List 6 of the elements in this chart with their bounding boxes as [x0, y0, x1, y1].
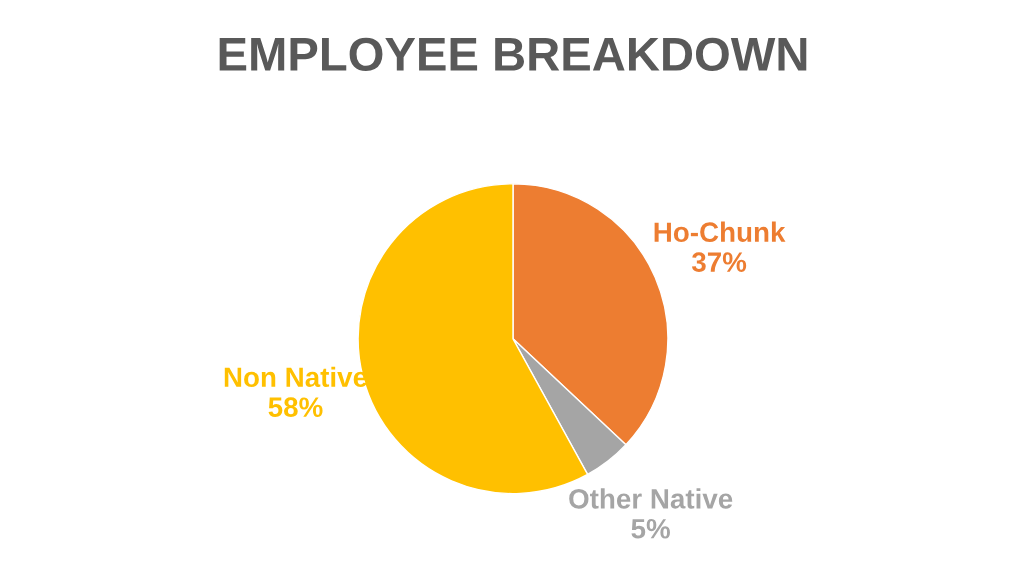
- chart-title: EMPLOYEE BREAKDOWN: [219, 37, 807, 72]
- data-label: 5%: [631, 518, 670, 539]
- data-label: 37%: [691, 252, 747, 272]
- slice-label: Other Native: [569, 488, 733, 509]
- data-label: 58%: [268, 397, 323, 417]
- slice-label: Ho-Chunk: [654, 221, 786, 243]
